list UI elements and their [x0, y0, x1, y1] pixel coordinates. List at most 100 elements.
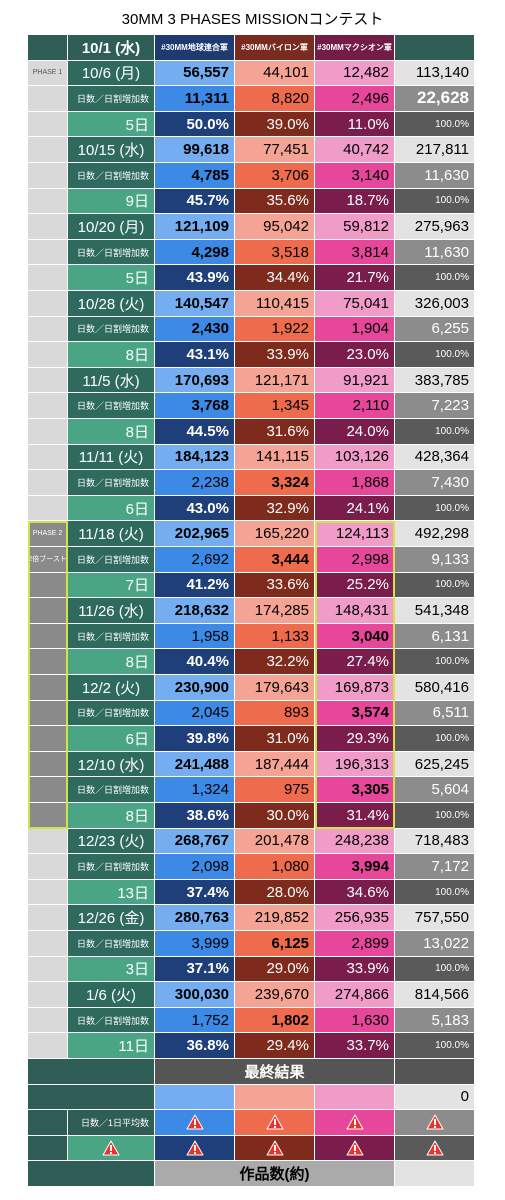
increment: 3,999 [155, 931, 235, 957]
total: 275,963 [395, 214, 475, 240]
total: 383,785 [395, 367, 475, 394]
date: 12/10 (水) [68, 751, 155, 778]
total: 170,693 [155, 367, 235, 394]
share: 34.4% [235, 265, 315, 291]
share: 38.6% [155, 803, 235, 829]
column-header: #30MMマクシオン軍 [315, 35, 395, 61]
phase-cell [28, 291, 68, 317]
share: 37.1% [155, 956, 235, 983]
increment: 11,630 [395, 163, 475, 189]
warning-cell [235, 1110, 315, 1136]
share: 24.1% [315, 495, 395, 522]
share: 29.0% [235, 956, 315, 983]
increment: 1,868 [315, 470, 395, 496]
increment: 6,255 [395, 316, 475, 343]
increment: 8,820 [235, 86, 315, 112]
increment: 3,040 [315, 623, 395, 650]
date: 11/11 (火) [68, 444, 155, 471]
date: 10/20 (月) [68, 214, 155, 240]
title: 30MM 3 PHASES MISSIONコンテスト [121, 11, 384, 28]
share: 43.9% [155, 265, 235, 291]
phase-cell [28, 931, 68, 957]
final-value: 0 [395, 1084, 475, 1111]
warning-cell [235, 1135, 315, 1162]
increment: 1,630 [315, 1007, 395, 1034]
share: 33.9% [315, 956, 395, 983]
increment: 975 [235, 777, 315, 803]
cell [28, 1110, 68, 1136]
phase-cell [28, 111, 68, 138]
increment: 1,324 [155, 777, 235, 803]
total: 179,643 [235, 675, 315, 701]
cell [28, 1059, 155, 1085]
share: 24.0% [315, 419, 395, 445]
share: 11.0% [315, 111, 395, 138]
share: 100.0% [395, 879, 475, 906]
share: 37.4% [155, 879, 235, 906]
total: 121,109 [155, 214, 235, 240]
total: 541,348 [395, 598, 475, 624]
date: 10/15 (水) [68, 137, 155, 163]
phase-cell [28, 623, 68, 650]
phase-cell [28, 751, 68, 778]
date: 12/23 (火) [68, 828, 155, 855]
increment-label: 日数／日割増加数 [68, 1007, 155, 1034]
share: 41.2% [155, 572, 235, 599]
increment-label: 日数／日割増加数 [68, 163, 155, 189]
date: 11/5 (水) [68, 367, 155, 394]
total: 184,123 [155, 444, 235, 471]
increment: 1,080 [235, 854, 315, 880]
increment: 3,305 [315, 777, 395, 803]
warning-cell [155, 1110, 235, 1136]
warning-icon [426, 1140, 443, 1156]
total: 202,965 [155, 521, 235, 547]
increment: 1,904 [315, 316, 395, 343]
share: 100.0% [395, 188, 475, 215]
phase-cell [28, 342, 68, 368]
share: 100.0% [395, 1033, 475, 1059]
phase-cell [28, 163, 68, 189]
phase-cell [28, 905, 68, 931]
share: 33.9% [235, 342, 315, 368]
warning-cell [155, 1135, 235, 1162]
increment: 5,183 [395, 1007, 475, 1034]
phase-cell [28, 649, 68, 675]
warning-icon [346, 1140, 363, 1156]
increment: 1,133 [235, 623, 315, 650]
total: 814,566 [395, 982, 475, 1008]
phase-cell [28, 214, 68, 240]
phase-cell [28, 1033, 68, 1059]
share: 18.7% [315, 188, 395, 215]
phase-cell [28, 265, 68, 291]
total: 256,935 [315, 905, 395, 931]
share: 36.8% [155, 1033, 235, 1059]
count-label: 作品数(約) [155, 1161, 395, 1187]
share: 29.3% [315, 726, 395, 752]
warning-cell [315, 1110, 395, 1136]
total: 40,742 [315, 137, 395, 163]
share: 39.8% [155, 726, 235, 752]
phase-cell [28, 137, 68, 163]
increment: 9,133 [395, 547, 475, 573]
total: 140,547 [155, 291, 235, 317]
phase-cell [28, 879, 68, 906]
total: 625,245 [395, 751, 475, 778]
total: 239,670 [235, 982, 315, 1008]
share: 35.6% [235, 188, 315, 215]
share: 29.4% [235, 1033, 315, 1059]
increment: 1,802 [235, 1007, 315, 1034]
total: 165,220 [235, 521, 315, 547]
warning-cell [395, 1135, 475, 1162]
total: 124,113 [315, 521, 395, 547]
increment: 3,140 [315, 163, 395, 189]
share: 50.0% [155, 111, 235, 138]
increment: 2,430 [155, 316, 235, 343]
date: 11/18 (火) [68, 521, 155, 547]
increment: 1,345 [235, 393, 315, 419]
phase-cell [28, 982, 68, 1008]
increment: 4,298 [155, 239, 235, 266]
increment: 6,125 [235, 931, 315, 957]
increment: 3,444 [235, 547, 315, 573]
increment: 7,172 [395, 854, 475, 880]
share: 45.7% [155, 188, 235, 215]
